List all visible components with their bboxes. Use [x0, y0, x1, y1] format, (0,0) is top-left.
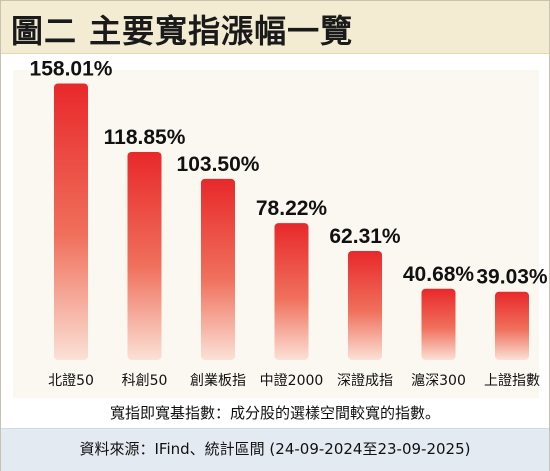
- value-labels-group: 158.01% 118.85% 103.50% 78.22%62.31%40.68% 3…: [30, 57, 548, 288]
- category-label-7: 上證指數: [484, 372, 540, 389]
- bar-1: [54, 83, 88, 361]
- category-labels-group: 北證50 科創50 創業板指 中證2000 深證成指 滬深300 上證指數: [48, 372, 540, 389]
- source-bar: 資料來源：IFind、統計區間 (24-09-2024至23-09-2025): [1, 428, 549, 471]
- bar-3: [201, 178, 235, 360]
- value-label-2: 118.85%: [104, 126, 186, 149]
- category-label-5: 深證成指: [337, 372, 393, 389]
- value-label-7: 39.03%: [476, 266, 548, 289]
- chart-title: 圖二 主要寬指漲幅一覽: [11, 12, 354, 50]
- category-label-3: 創業板指: [190, 373, 246, 389]
- bar-6: [421, 288, 456, 360]
- bars-group: [54, 83, 529, 361]
- category-label-6: 滬深300: [411, 372, 466, 389]
- bar-7: [495, 291, 529, 360]
- value-label-4: 78.22%: [256, 197, 328, 220]
- value-label-1: 158.01%: [30, 57, 113, 80]
- bar-4: [274, 223, 309, 360]
- category-label-4: 中證2000: [260, 372, 324, 389]
- category-label-1: 北證50: [48, 372, 94, 389]
- value-label-5: 62.31%: [329, 225, 401, 248]
- bar-2: [127, 152, 162, 360]
- bar-5: [348, 250, 382, 360]
- title-bar: 圖二 主要寬指漲幅一覽: [1, 1, 549, 54]
- source-text: 資料來源：IFind、統計區間 (24-09-2024至23-09-2025): [79, 440, 471, 458]
- category-label-2: 科創50: [122, 373, 168, 389]
- value-label-3: 103.50%: [177, 153, 260, 176]
- footnote: 寬指即寬基指數：成分股的選樣空間較寬的指數。: [109, 404, 440, 422]
- value-label-6: 40.68%: [403, 263, 475, 286]
